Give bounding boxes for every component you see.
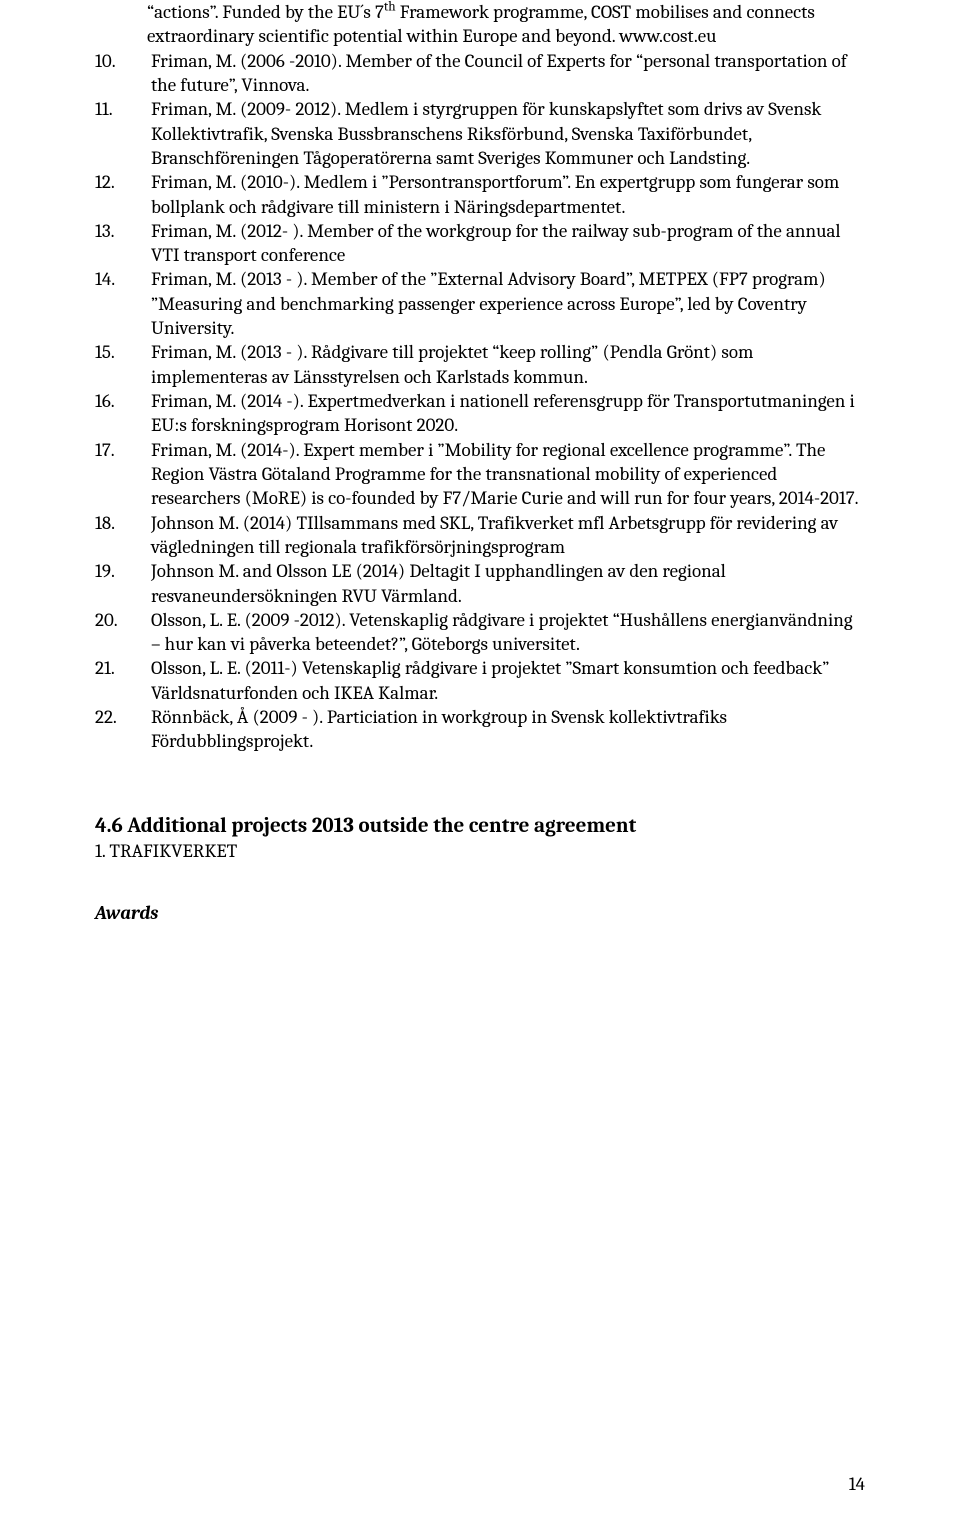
list-item-text: Friman, M. (2012- ). Member of the workg… bbox=[151, 219, 865, 268]
list-item-text: Friman, M. (2009- 2012). Medlem i styrgr… bbox=[151, 97, 865, 170]
list-item-number: 16. bbox=[95, 389, 151, 438]
list-item: 21.Olsson, L. E. (2011-) Vetenskaplig rå… bbox=[95, 656, 865, 705]
list-item: 22.Rönnbäck, Å (2009 - ). Particiation i… bbox=[95, 705, 865, 754]
awards-heading: Awards bbox=[95, 902, 865, 924]
page: “actions”. Funded by the EU´s 7th Framew… bbox=[0, 0, 960, 1537]
page-number: 14 bbox=[849, 1473, 865, 1495]
list-item-number: 20. bbox=[95, 608, 151, 657]
list-item: 15.Friman, M. (2013 - ). Rådgivare till … bbox=[95, 340, 865, 389]
list-item-number: 10. bbox=[95, 49, 151, 98]
list-item-text: Friman, M. (2014-). Expert member i ”Mob… bbox=[151, 438, 865, 511]
list-item-number: 18. bbox=[95, 511, 151, 560]
list-item: 19.Johnson M. and Olsson LE (2014) Delta… bbox=[95, 559, 865, 608]
list-item-number: 19. bbox=[95, 559, 151, 608]
list-item-text: Friman, M. (2013 - ). Rådgivare till pro… bbox=[151, 340, 865, 389]
list-item: 10.Friman, M. (2006 -2010). Member of th… bbox=[95, 49, 865, 98]
list-item: 16.Friman, M. (2014 -). Expertmedverkan … bbox=[95, 389, 865, 438]
list-item-number: 22. bbox=[95, 705, 151, 754]
list-item-text: Olsson, L. E. (2011-) Vetenskaplig rådgi… bbox=[151, 656, 865, 705]
list-item-text: Friman, M. (2010-). Medlem i ”Persontran… bbox=[151, 170, 865, 219]
list-item-text: Friman, M. (2013 - ). Member of the ”Ext… bbox=[151, 267, 865, 340]
list-item: 17.Friman, M. (2014-). Expert member i ”… bbox=[95, 438, 865, 511]
list-item-number: 17. bbox=[95, 438, 151, 511]
list-item: 12.Friman, M. (2010-). Medlem i ”Persont… bbox=[95, 170, 865, 219]
list-item-number: 11. bbox=[95, 97, 151, 170]
list-item-text: Friman, M. (2006 -2010). Member of the C… bbox=[151, 49, 865, 98]
list-item-text: Rönnbäck, Å (2009 - ). Particiation in w… bbox=[151, 705, 865, 754]
list-item-number: 21. bbox=[95, 656, 151, 705]
list-item-text: Olsson, L. E. (2009 -2012). Vetenskaplig… bbox=[151, 608, 865, 657]
list-item-text: Johnson M. (2014) TIllsammans med SKL, T… bbox=[151, 511, 865, 560]
list-item-text: Johnson M. and Olsson LE (2014) Deltagit… bbox=[151, 559, 865, 608]
section-heading: 4.6 Additional projects 2013 outside the… bbox=[95, 814, 865, 838]
numbered-list: “actions”. Funded by the EU´s 7th Framew… bbox=[95, 0, 865, 754]
section-subline: 1. TRAFIKVERKET bbox=[95, 840, 865, 862]
list-item: 18.Johnson M. (2014) TIllsammans med SKL… bbox=[95, 511, 865, 560]
list-item: 11.Friman, M. (2009- 2012). Medlem i sty… bbox=[95, 97, 865, 170]
list-item-number: 12. bbox=[95, 170, 151, 219]
list-item-number: 13. bbox=[95, 219, 151, 268]
list-item-continuation: “actions”. Funded by the EU´s 7th Framew… bbox=[95, 0, 865, 49]
list-item: 14.Friman, M. (2013 - ). Member of the ”… bbox=[95, 267, 865, 340]
list-item-number: 14. bbox=[95, 267, 151, 340]
list-item: 20.Olsson, L. E. (2009 -2012). Vetenskap… bbox=[95, 608, 865, 657]
list-item-number: 15. bbox=[95, 340, 151, 389]
list-item: 13.Friman, M. (2012- ). Member of the wo… bbox=[95, 219, 865, 268]
list-item-text: Friman, M. (2014 -). Expertmedverkan i n… bbox=[151, 389, 865, 438]
